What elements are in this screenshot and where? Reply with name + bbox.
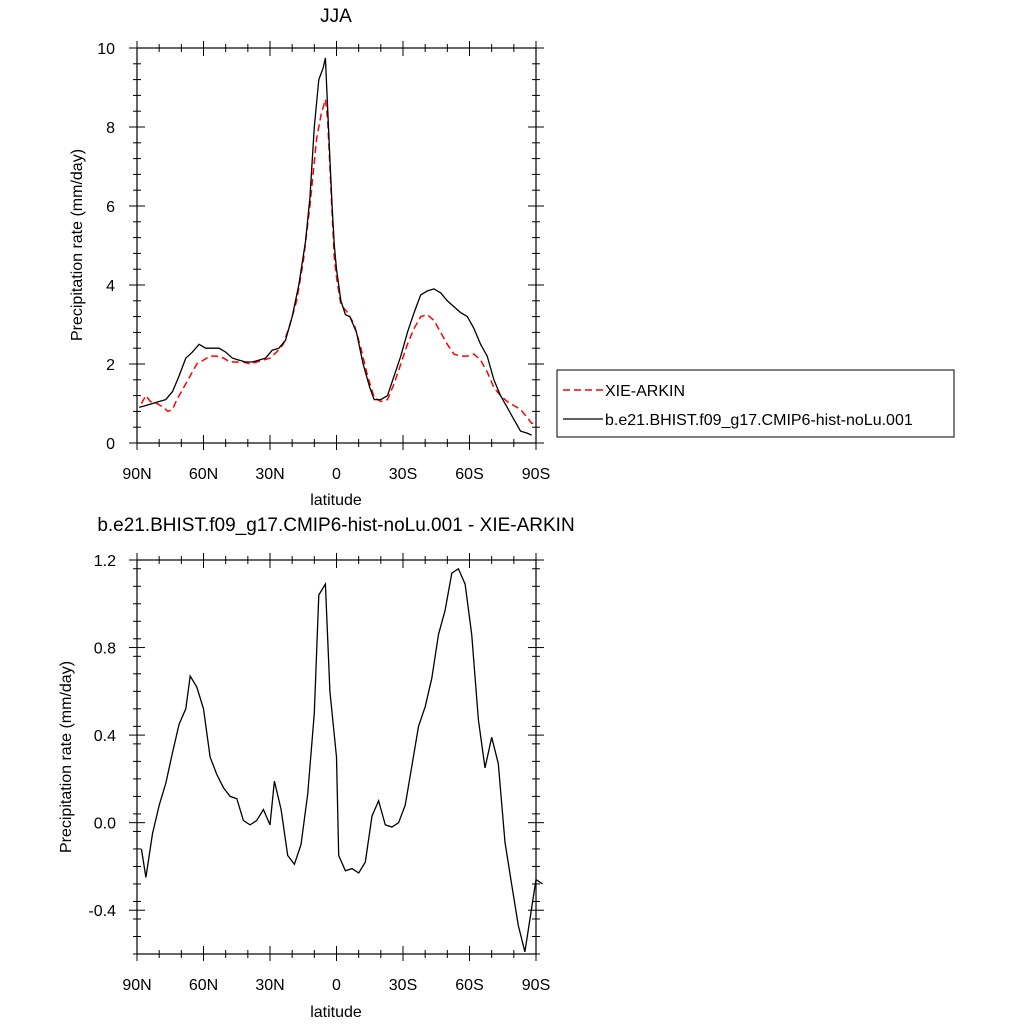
y-tick-label: 1.2 xyxy=(94,553,116,570)
x-tick-label: 90N xyxy=(122,977,151,994)
top-y-tick-labels: 0 2 4 6 8 10 xyxy=(97,41,115,453)
y-tick-label: 2 xyxy=(106,357,115,374)
y-tick-label: 0.0 xyxy=(94,816,116,833)
bottom-series-lines xyxy=(140,567,543,952)
x-tick-label: 0 xyxy=(332,466,341,483)
x-tick-label: 30S xyxy=(389,466,417,483)
x-tick-label: 30S xyxy=(389,977,417,994)
x-tick-label: 60S xyxy=(455,977,483,994)
series-line-model xyxy=(139,57,532,436)
top-plot-frame xyxy=(136,47,537,444)
legend-label-model: b.e21.BHIST.f09_g17.CMIP6-hist-noLu.001 xyxy=(605,412,913,429)
top-panel: JJA 90N 60N 30N 0 30S 60S 90S 0 2 4 6 8 10 latitude… xyxy=(69,6,550,509)
series-line-xie-arkin xyxy=(140,99,536,425)
bottom-panel: b.e21.BHIST.f09_g17.CMIP6-hist-noLu.001 … xyxy=(58,515,575,1021)
y-tick-label: 0.8 xyxy=(94,641,116,658)
legend-label-xie-arkin: XIE-ARKIN xyxy=(605,383,685,400)
x-tick-label: 90N xyxy=(122,466,151,483)
x-tick-label: 30N xyxy=(255,977,284,994)
x-tick-label: 60S xyxy=(455,466,483,483)
bottom-y-tick-labels: -0.4 0.0 0.4 0.8 1.2 xyxy=(88,553,116,920)
top-axis-ticks xyxy=(129,41,544,450)
bottom-chart-title: b.e21.BHIST.f09_g17.CMIP6-hist-noLu.001 … xyxy=(97,515,574,536)
bottom-x-tick-labels: 90N 60N 30N 0 30S 60S 90S xyxy=(122,977,550,994)
y-tick-label: 6 xyxy=(106,199,115,216)
top-series-lines xyxy=(139,57,536,436)
bottom-x-axis-label: latitude xyxy=(310,1004,362,1021)
legend: XIE-ARKIN b.e21.BHIST.f09_g17.CMIP6-hist… xyxy=(556,369,955,438)
y-tick-label: 10 xyxy=(97,41,115,58)
bottom-y-axis-label: Precipitation rate (mm/day) xyxy=(58,661,75,853)
top-x-tick-labels: 90N 60N 30N 0 30S 60S 90S xyxy=(122,466,550,483)
x-tick-label: 30N xyxy=(255,466,284,483)
x-tick-label: 90S xyxy=(522,977,550,994)
series-line-difference xyxy=(140,567,543,952)
bottom-axis-ticks xyxy=(129,553,544,961)
y-tick-label: 4 xyxy=(106,278,115,295)
top-y-axis-label: Precipitation rate (mm/day) xyxy=(69,149,86,341)
top-x-axis-label: latitude xyxy=(310,492,362,509)
y-tick-label: 0 xyxy=(106,436,115,453)
x-tick-label: 90S xyxy=(522,466,550,483)
x-tick-label: 60N xyxy=(189,466,218,483)
y-tick-label: -0.4 xyxy=(88,903,116,920)
legend-box xyxy=(556,369,955,438)
x-tick-label: 60N xyxy=(189,977,218,994)
y-tick-label: 8 xyxy=(106,120,115,137)
x-tick-label: 0 xyxy=(332,977,341,994)
top-chart-title: JJA xyxy=(320,6,352,27)
y-tick-label: 0.4 xyxy=(94,728,116,745)
